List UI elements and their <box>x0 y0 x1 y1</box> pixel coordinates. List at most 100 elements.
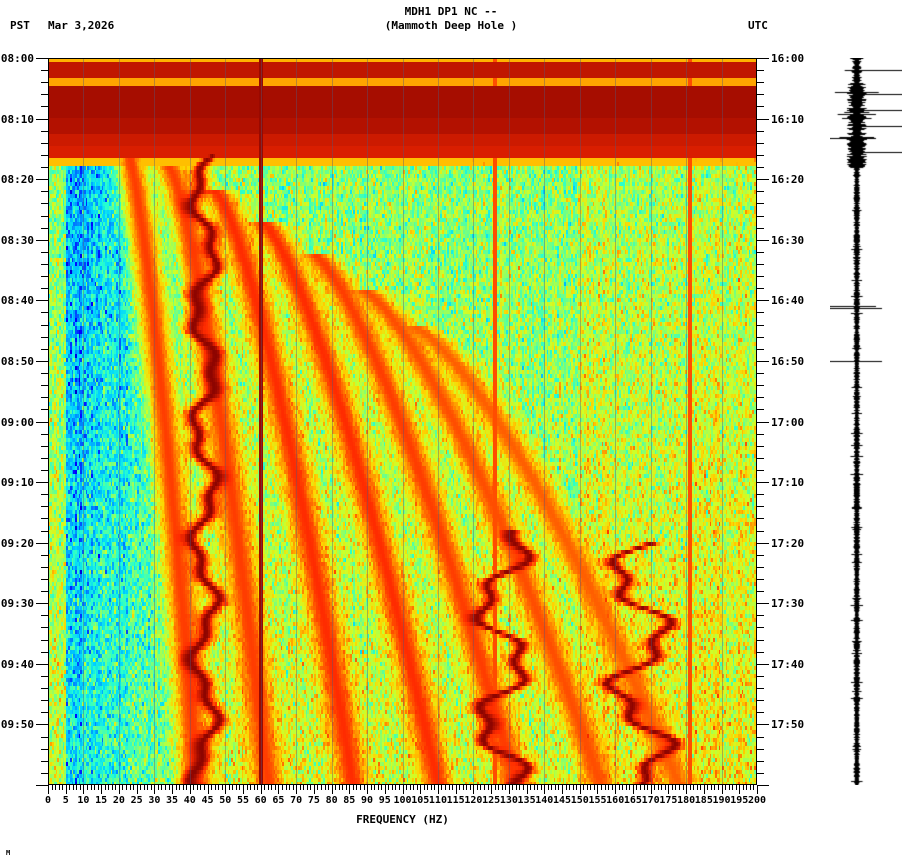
right-time-label: 17:50 <box>771 718 805 732</box>
time-tick-minor <box>757 530 764 532</box>
freq-tick-major <box>225 785 227 794</box>
freq-tick-minor <box>161 785 163 790</box>
freq-tick-minor <box>480 785 482 790</box>
left-time-label: 09:20 <box>0 536 34 550</box>
freq-tick-minor <box>94 785 96 790</box>
time-tick-major <box>757 179 769 181</box>
time-tick-minor <box>757 760 764 762</box>
time-tick-minor <box>41 530 48 532</box>
freq-tick-minor <box>519 785 521 790</box>
freq-tick-minor <box>211 785 213 790</box>
freq-tick-minor <box>604 785 606 790</box>
freq-tick-major <box>703 785 705 794</box>
time-tick-minor <box>41 215 48 217</box>
corner-mark: M <box>6 849 11 857</box>
time-tick-minor <box>41 579 48 581</box>
freq-tick-minor <box>682 785 684 790</box>
freq-tick-minor <box>735 785 737 790</box>
freq-tick-label: 80 <box>325 795 338 806</box>
freq-tick-minor <box>661 785 663 790</box>
freq-tick-minor <box>395 785 397 790</box>
time-tick-minor <box>757 215 764 217</box>
freq-tick-label: 25 <box>130 795 143 806</box>
time-tick-minor <box>41 712 48 714</box>
time-tick-major <box>757 58 769 59</box>
left-time-label: 09:00 <box>0 415 34 429</box>
freq-tick-minor <box>320 785 322 790</box>
freq-tick-minor <box>111 785 113 790</box>
time-tick-minor <box>757 348 764 350</box>
time-tick-minor <box>41 772 48 774</box>
spectrogram-plot[interactable] <box>48 58 757 785</box>
freq-tick-minor <box>264 785 266 790</box>
left-time-label: 09:30 <box>0 597 34 611</box>
freq-tick-minor <box>523 785 525 790</box>
freq-tick-label: 195 <box>730 795 749 806</box>
freq-tick-minor <box>537 785 539 790</box>
freq-tick-major <box>632 785 634 794</box>
time-tick-minor <box>757 554 764 556</box>
freq-tick-minor <box>193 785 195 790</box>
freq-tick-minor <box>345 785 347 790</box>
left-time-label: 08:50 <box>0 354 34 368</box>
freq-tick-minor <box>515 785 517 790</box>
freq-tick-major <box>118 785 120 794</box>
freq-tick-major <box>101 785 103 794</box>
freq-tick-minor <box>90 785 92 790</box>
freq-tick-minor <box>133 785 135 790</box>
time-tick-major <box>36 58 48 59</box>
freq-tick-minor <box>115 785 117 790</box>
right-time-label: 17:30 <box>771 597 805 611</box>
freq-tick-minor <box>214 785 216 790</box>
freq-tick-major <box>615 785 617 794</box>
time-tick-minor <box>757 700 764 702</box>
freq-tick-label: 55 <box>236 795 249 806</box>
freq-tick-minor <box>714 785 716 790</box>
freq-tick-label: 5 <box>62 795 69 806</box>
freq-tick-minor <box>742 785 744 790</box>
freq-tick-minor <box>289 785 291 790</box>
freq-tick-label: 185 <box>694 795 713 806</box>
freq-tick-minor <box>540 785 542 790</box>
freq-tick-minor <box>466 785 468 790</box>
time-tick-minor <box>41 457 48 459</box>
freq-tick-minor <box>618 785 620 790</box>
freq-tick-major <box>402 785 404 794</box>
freq-tick-minor <box>51 785 53 790</box>
freq-tick-major <box>384 785 386 794</box>
time-tick-minor <box>41 70 48 72</box>
freq-tick-major <box>260 785 262 794</box>
freq-tick-minor <box>572 785 574 790</box>
freq-tick-label: 85 <box>343 795 356 806</box>
freq-tick-minor <box>221 785 223 790</box>
time-tick-major <box>757 360 769 362</box>
freq-tick-minor <box>601 785 603 790</box>
freq-tick-minor <box>246 785 248 790</box>
freq-tick-label: 145 <box>552 795 572 806</box>
freq-tick-major <box>136 785 138 794</box>
freq-tick-minor <box>462 785 464 790</box>
left-time-label: 09:10 <box>0 476 34 490</box>
time-tick-minor <box>757 130 764 132</box>
right-time-label: 16:10 <box>771 112 805 126</box>
time-tick-major <box>757 785 769 786</box>
seismogram-trace-panel[interactable] <box>830 58 902 785</box>
time-tick-minor <box>757 469 764 471</box>
time-tick-minor <box>757 457 764 459</box>
time-tick-minor <box>41 288 48 290</box>
freq-tick-minor <box>498 785 500 790</box>
freq-tick-minor <box>664 785 666 790</box>
time-tick-minor <box>41 627 48 629</box>
time-tick-minor <box>41 312 48 314</box>
freq-tick-minor <box>281 785 283 790</box>
freq-tick-minor <box>299 785 301 790</box>
time-tick-minor <box>757 312 764 314</box>
freq-tick-major <box>473 785 475 794</box>
freq-tick-label: 150 <box>570 795 589 806</box>
freq-tick-minor <box>310 785 312 790</box>
freq-tick-minor <box>72 785 74 790</box>
time-tick-minor <box>757 445 764 447</box>
time-tick-minor <box>757 288 764 290</box>
time-tick-minor <box>757 203 764 205</box>
time-tick-minor <box>757 639 764 641</box>
